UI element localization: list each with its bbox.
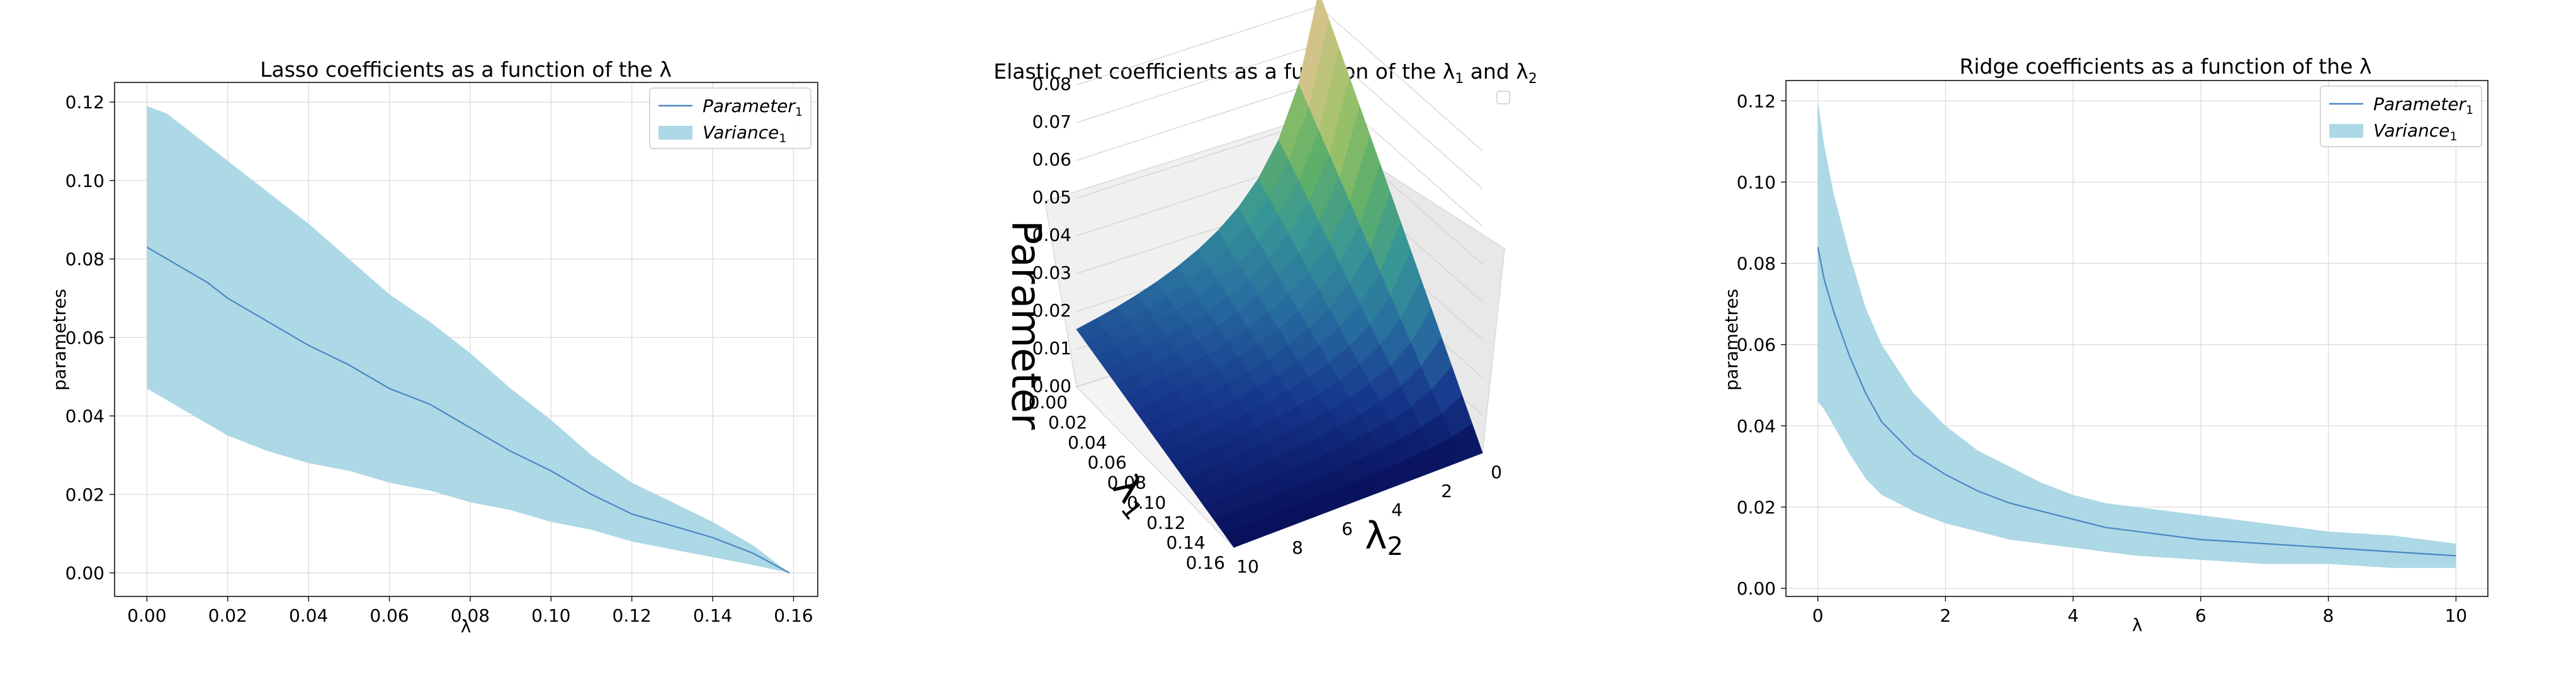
- ridge-title: Ridge coefficients as a function of the …: [1960, 54, 2372, 79]
- lasso-y-tick-label: 0.10: [65, 170, 105, 191]
- ridge-y-tick-label: 0.12: [1737, 91, 1776, 111]
- ridge-plot-area: [1817, 101, 2456, 568]
- elastic-net-z-tick-label: 0.08: [1032, 74, 1071, 94]
- lasso-title: Lasso coefficients as a function of the …: [260, 57, 672, 82]
- lasso-x-tick-label: 0.02: [208, 605, 247, 626]
- elastic-net-z-tick-label: 0.02: [1032, 300, 1071, 321]
- elastic-net-lambda1-tick-label: 0.08: [1107, 472, 1146, 493]
- elastic-net-lambda1-tick-label: 0.04: [1068, 432, 1107, 453]
- lasso-x-tick-label: 0.08: [451, 605, 490, 626]
- lasso-x-label: λ: [461, 616, 472, 637]
- lasso-parameter-line: [146, 246, 790, 574]
- ridge-parameter-line: [1817, 247, 2456, 557]
- lasso-legend-band-label: Variance1: [703, 122, 786, 145]
- lasso-y-tick-label: 0.12: [65, 92, 105, 113]
- elastic-net-z-tick-label: 0.07: [1032, 111, 1071, 132]
- ridge-x-tick-label: 6: [2195, 605, 2206, 626]
- ridge-legend-line-label: Parameter1: [2373, 94, 2473, 117]
- lasso-y-ticks: 0.00 0.02 0.04 0.06 0.08 0.10 0.12: [65, 92, 115, 584]
- elastic-net-z-tick-label: 0.05: [1032, 187, 1071, 208]
- lasso-x-tick-label: 0.14: [693, 605, 732, 626]
- elastic-net-lambda1-tick-label: 0.06: [1087, 452, 1126, 473]
- ridge-x-tick-label: 4: [2067, 605, 2079, 626]
- ridge-chart: Ridge coefficients as a function of the …: [1721, 54, 2488, 635]
- elastic-net-z-tick-label: 0.03: [1032, 262, 1071, 283]
- ridge-axes-frame: [1785, 80, 2488, 597]
- ridge-x-ticks: 0 2 4 6 8 10: [1812, 596, 2467, 626]
- ridge-legend: Parameter1 Variance1: [2320, 86, 2482, 147]
- ridge-y-tick-label: 0.10: [1737, 172, 1776, 193]
- lasso-y-tick-label: 0.00: [65, 563, 105, 584]
- elastic-net-surface-patch: [1223, 525, 1255, 548]
- elastic-net-lambda1-tick-label: 0.16: [1186, 552, 1225, 573]
- lasso-x-tick-label: 0.16: [774, 605, 813, 626]
- lasso-plot-area: [146, 106, 790, 574]
- lasso-x-tick-label: 0.00: [127, 605, 166, 626]
- elastic-net-lambda2-tick-label: 8: [1292, 537, 1303, 558]
- lasso-x-tick-label: 0.06: [370, 605, 409, 626]
- lasso-variance-band: [147, 106, 790, 573]
- ridge-y-label: parametres: [1721, 289, 1742, 391]
- lasso-legend: Parameter1 Variance1: [649, 87, 811, 149]
- elastic-net-lambda2-tick-label: 10: [1236, 556, 1259, 577]
- lasso-chart: Lasso coefficients as a function of the …: [49, 57, 818, 637]
- elastic-net-lambda2-tick-label: 2: [1441, 481, 1452, 501]
- elastic-net-z-ticks: 0.00 0.01 0.02 0.03 0.04 0.05 0.06 0.07 0.08: [1032, 74, 1071, 396]
- elastic-net-lambda1-tick-label: 0.12: [1146, 512, 1185, 533]
- ridge-x-tick-label: 0: [1812, 605, 1824, 626]
- ridge-y-tick-label: 0.08: [1737, 254, 1776, 274]
- elastic-net-chart: Elastic net coefficients as a function o…: [993, 0, 1537, 577]
- ridge-y-tick-label: 0.02: [1737, 497, 1776, 518]
- elastic-net-z-tick-label: 0.06: [1032, 149, 1071, 170]
- ridge-y-ticks: 0.00 0.02 0.04 0.06 0.08 0.10 0.12: [1737, 91, 1786, 599]
- elastic-net-lambda1-tick-label: 0.10: [1127, 492, 1166, 513]
- ridge-y-tick-label: 0.06: [1737, 335, 1776, 355]
- elastic-net-surface: [1076, 0, 1483, 548]
- elastic-net-legend-box: [1496, 91, 1510, 104]
- lasso-x-ticks: 0.00 0.02 0.04 0.06 0.08 0.10 0.12 0.14 0.16: [127, 596, 813, 626]
- ridge-grid: [1786, 81, 2488, 596]
- lasso-y-tick-label: 0.02: [65, 484, 105, 505]
- lasso-x-tick-label: 0.04: [289, 605, 328, 626]
- elastic-net-title: Elastic net coefficients as a function o…: [993, 59, 1537, 87]
- ridge-y-tick-label: 0.04: [1737, 416, 1776, 437]
- ridge-variance-band: [1817, 101, 2456, 568]
- elastic-net-z-label: Parameter: [1002, 220, 1049, 430]
- elastic-net-z-tick-label: 0.04: [1032, 225, 1071, 245]
- lasso-axes-frame: [114, 82, 818, 597]
- ridge-legend-band-label: Variance1: [2373, 120, 2457, 143]
- elastic-net-lambda2-tick-label: 0: [1491, 462, 1502, 483]
- elastic-net-lambda2-label: λ2: [1365, 514, 1403, 561]
- ridge-x-tick-label: 2: [1940, 605, 1951, 626]
- lasso-y-tick-label: 0.08: [65, 249, 105, 270]
- elastic-net-lambda1-tick-label: 0.14: [1166, 532, 1205, 553]
- lasso-y-label: parametres: [49, 289, 70, 391]
- lasso-legend-line-label: Parameter1: [703, 96, 803, 119]
- elastic-net-lambda1-tick-label: 0.02: [1048, 412, 1087, 433]
- elastic-net-lambda2-ticks: 0 2 4 6 8 10: [1236, 462, 1502, 577]
- elastic-net-z-tick-label: 0.00: [1032, 376, 1071, 396]
- ridge-legend-band-swatch: [2329, 124, 2363, 138]
- ridge-y-tick-label: 0.00: [1737, 578, 1776, 599]
- lasso-y-tick-label: 0.06: [65, 327, 105, 348]
- elastic-net-lambda1-tick-label: 0.00: [1029, 392, 1068, 413]
- elastic-net-z-tick-label: 0.01: [1032, 338, 1071, 359]
- lasso-y-tick-label: 0.04: [65, 406, 105, 427]
- ridge-x-tick-label: 10: [2444, 605, 2467, 626]
- lasso-x-tick-label: 0.10: [531, 605, 570, 626]
- lasso-legend-band-swatch: [658, 126, 692, 140]
- elastic-net-lambda2-tick-label: 6: [1342, 518, 1353, 539]
- elastic-net-lambda2-tick-label: 4: [1391, 500, 1403, 520]
- lasso-x-tick-label: 0.12: [613, 605, 652, 626]
- elastic-net-lambda1-ticks: 0.000.020.040.060.080.100.120.140.16: [1029, 392, 1225, 573]
- ridge-x-tick-label: 8: [2323, 605, 2334, 626]
- ridge-x-label: λ: [2132, 615, 2143, 635]
